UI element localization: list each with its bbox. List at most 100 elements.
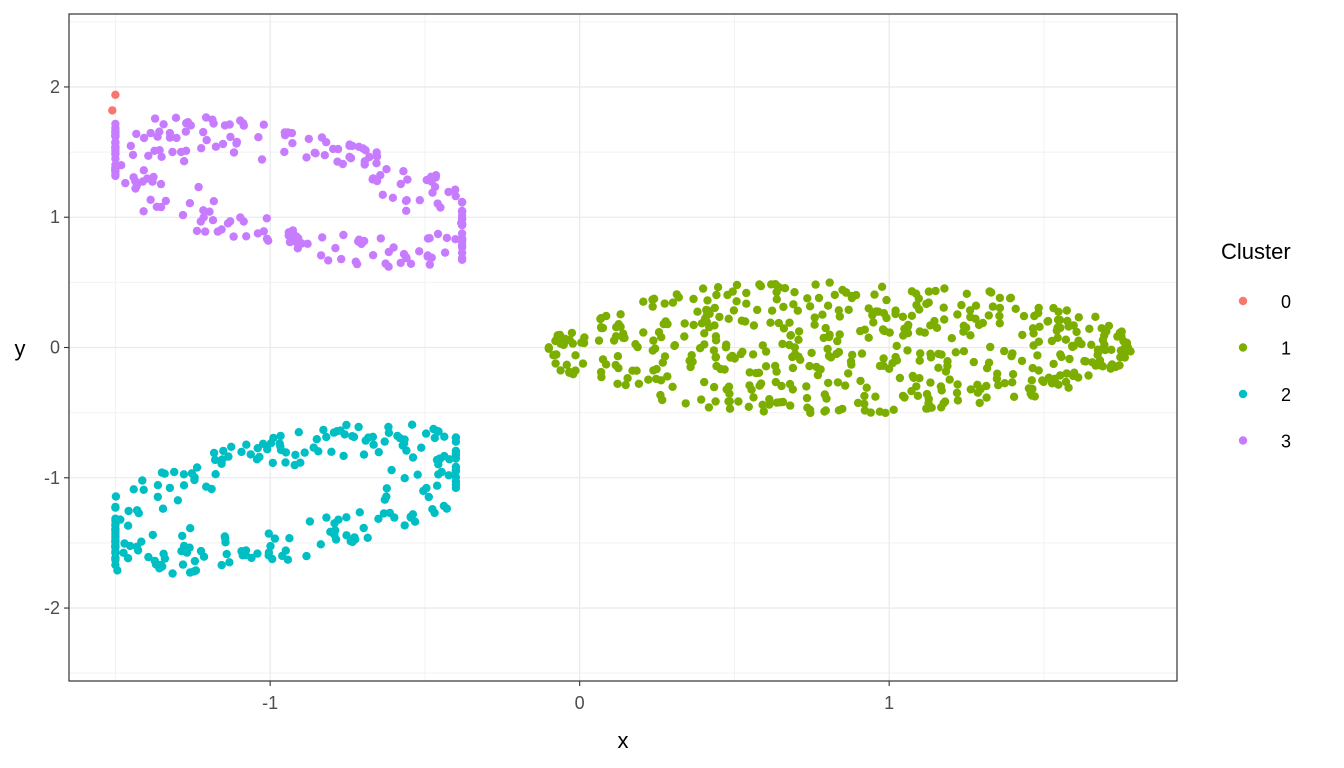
cluster-1-point (1038, 376, 1047, 385)
cluster-1-point (754, 368, 764, 377)
cluster-2-point (111, 521, 120, 530)
cluster-1-point (1062, 369, 1071, 378)
cluster-2-point (312, 435, 321, 444)
cluster-3-point (211, 142, 221, 151)
cluster-2-point (432, 481, 442, 490)
cluster-3-point (239, 119, 248, 128)
cluster-2-point (408, 453, 418, 462)
cluster-2-point (390, 513, 399, 522)
cluster-1-point (1055, 315, 1065, 325)
cluster-3-point (457, 254, 467, 263)
cluster-3-point (369, 174, 378, 183)
cluster-1-point (924, 394, 933, 404)
cluster-2-point (374, 514, 383, 523)
cluster-1-point (709, 382, 719, 392)
cluster-1-point (994, 381, 1003, 390)
cluster-3-point (422, 175, 431, 185)
cluster-3-point (322, 138, 331, 147)
cluster-1-point (869, 318, 878, 327)
cluster-2-point (339, 451, 348, 461)
cluster-2-point (270, 534, 280, 543)
cluster-1-point (982, 393, 991, 402)
cluster-1-point (668, 382, 677, 391)
cluster-3-point (339, 230, 348, 240)
cluster-2-point (422, 483, 431, 493)
cluster-1-point (1101, 345, 1110, 355)
cluster-2-point (428, 505, 437, 514)
cluster-2-point (196, 546, 206, 556)
cluster-1-point (1027, 376, 1037, 385)
cluster-1-point (549, 351, 558, 360)
cluster-1-point (785, 340, 794, 350)
cluster-3-point (117, 161, 126, 170)
cluster-1-point (875, 361, 885, 371)
cluster-3-point (254, 133, 263, 142)
cluster-2-point (300, 448, 309, 457)
cluster-1-point (680, 319, 689, 328)
cluster-1-point (856, 326, 865, 336)
cluster-1-point (971, 301, 981, 310)
cluster-1-point (860, 391, 869, 401)
cluster-1-point (986, 342, 995, 352)
cluster-2-point (291, 450, 300, 460)
cluster-1-point (1116, 346, 1126, 355)
cluster-2-point (144, 552, 153, 562)
cluster-2-point (132, 506, 142, 515)
cluster-1-point (710, 303, 719, 313)
cluster-2-point (439, 501, 449, 511)
cluster-3-point (156, 179, 166, 189)
x-axis-ticks: -1 0 1 (262, 681, 894, 713)
cluster-2-point (319, 425, 328, 435)
cluster-1-point (613, 352, 623, 361)
cluster-1-point (1052, 326, 1062, 335)
cluster-1-point (778, 339, 787, 349)
cluster-2-point (350, 533, 359, 542)
cluster-1-point (700, 314, 710, 323)
cluster-1-point (825, 330, 834, 339)
cluster-3-point (259, 120, 268, 129)
cluster-3-point (218, 139, 228, 149)
cluster-2-point (359, 523, 368, 533)
cluster-1-point (1065, 354, 1074, 364)
cluster-1-point (562, 360, 571, 369)
cluster-1-point (616, 310, 625, 319)
cluster-1-point (812, 362, 821, 372)
cluster-3-point (183, 118, 193, 127)
cluster-1-point (652, 364, 661, 374)
cluster-3-point (132, 129, 141, 139)
cluster-1-point (639, 328, 648, 337)
cluster-3-point (165, 133, 175, 142)
cluster-3-point (229, 148, 239, 157)
cluster-2-point (192, 463, 202, 472)
legend-key-2 (1238, 389, 1248, 399)
cluster-1-point (833, 378, 843, 387)
cluster-1-point (1054, 380, 1063, 389)
cluster-1-point (844, 305, 853, 314)
cluster-1-point (765, 395, 774, 404)
cluster-3-point (232, 137, 242, 147)
cluster-1-point (623, 374, 632, 383)
cluster-3-point (368, 251, 378, 260)
cluster-2-point (222, 549, 231, 559)
cluster-1-point (660, 352, 670, 361)
cluster-1-point (932, 323, 942, 332)
cluster-1-point (915, 356, 924, 365)
cluster-1-point (966, 312, 975, 322)
cluster-1-point (601, 360, 611, 369)
cluster-3-point (262, 214, 271, 223)
cluster-2-point (402, 446, 411, 455)
cluster-1-point (810, 313, 819, 322)
cluster-2-point (187, 469, 197, 478)
cluster-1-point (959, 347, 969, 356)
cluster-1-point (993, 369, 1002, 378)
cluster-1-point (974, 320, 984, 330)
cluster-1-point (1062, 306, 1072, 315)
legend-label-0: 0 (1281, 292, 1291, 312)
cluster-1-point (898, 312, 908, 321)
cluster-1-point (1043, 317, 1052, 326)
cluster-3-point (202, 135, 211, 145)
cluster-1-point (889, 405, 898, 414)
cluster-2-point (158, 504, 168, 513)
cluster-1-point (937, 350, 946, 359)
cluster-2-point (113, 566, 122, 575)
